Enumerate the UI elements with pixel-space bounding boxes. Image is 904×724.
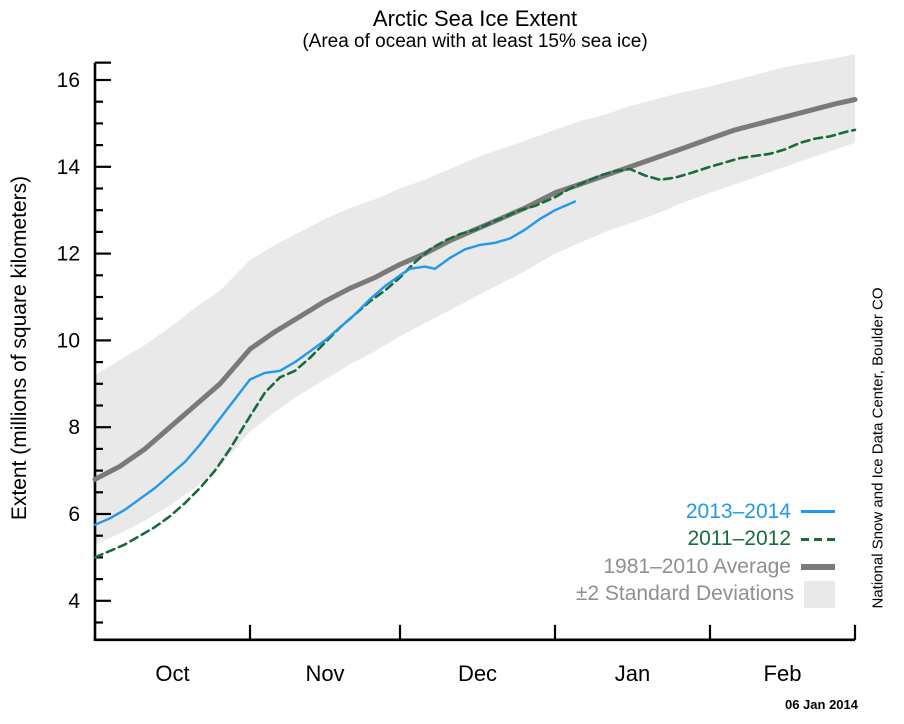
legend-swatch-band-box	[804, 580, 835, 608]
legend-swatch-solid-line	[801, 510, 835, 514]
y-tick-label: 8	[68, 416, 80, 439]
y-axis-title: Extent (millions of square kilometers)	[8, 175, 31, 521]
y-tick-label: 10	[57, 329, 80, 352]
series-line	[93, 200, 577, 526]
legend-swatch-dashed-line	[801, 537, 835, 541]
y-tick-label: 14	[57, 156, 81, 179]
attribution-text: National Snow and Ice Data Center, Bould…	[869, 287, 887, 609]
chart-title: Arctic Sea Ice Extent	[372, 6, 578, 31]
y-tick-label: 4	[68, 590, 80, 613]
legend-label-average: 1981–2010 Average	[603, 554, 791, 578]
legend: 2013–2014 2011–2012 1981–2010 Average ±2…	[576, 498, 835, 608]
y-tick-label: 16	[57, 69, 80, 92]
x-month-label: Nov	[305, 661, 344, 686]
y-tick-label: 6	[68, 503, 80, 526]
date-stamp: 06 Jan 2014	[784, 697, 858, 712]
legend-item-std-dev: ±2 Standard Deviations	[575, 580, 835, 609]
series-line	[93, 128, 857, 559]
x-month-label: Jan	[615, 661, 650, 686]
x-month-label: Oct	[155, 661, 189, 686]
legend-item-average: 1981–2010 Average	[576, 553, 835, 581]
legend-swatch-thick-line	[801, 564, 835, 570]
chart-subtitle: (Area of ocean with at least 15% sea ice…	[302, 31, 648, 52]
legend-label-std-dev: ±2 Standard Deviations	[575, 582, 794, 606]
x-month-label: Dec	[458, 661, 497, 686]
legend-label-2011-2012: 2011–2012	[687, 527, 791, 551]
x-month-label: Feb	[764, 661, 802, 686]
y-tick-label: 12	[57, 243, 80, 266]
legend-item-2013-2014: 2013–2014	[576, 498, 835, 526]
legend-item-2011-2012: 2011–2012	[576, 526, 835, 554]
legend-label-2013-2014: 2013–2014	[685, 499, 791, 523]
std-dev-band	[95, 54, 855, 545]
